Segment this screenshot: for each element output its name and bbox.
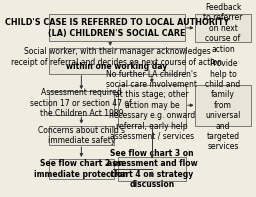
Text: See flow chart 3 on
assessment and flow
chart 4 on strategy
discussion: See flow chart 3 on assessment and flow … bbox=[107, 149, 197, 189]
FancyBboxPatch shape bbox=[118, 85, 186, 126]
FancyBboxPatch shape bbox=[49, 91, 114, 115]
Text: Social worker, with their manager acknowledges
receipt of referral and decides o: Social worker, with their manager acknow… bbox=[12, 47, 222, 67]
Text: Assessment required
section 17 or section 47 of
the Children Act 1989: Assessment required section 17 or sectio… bbox=[30, 88, 132, 118]
Text: CHILD'S CASE IS REFERRED TO LOCAL AUTHORITY
(LA) CHILDREN'S SOCIAL CARE: CHILD'S CASE IS REFERRED TO LOCAL AUTHOR… bbox=[5, 18, 229, 38]
Text: Provide
help to
child and
family
from
universal
and
targeted
services: Provide help to child and family from un… bbox=[205, 59, 241, 151]
Text: Feedback
to referrer
on next
course of
action: Feedback to referrer on next course of a… bbox=[204, 3, 243, 54]
FancyBboxPatch shape bbox=[49, 126, 114, 145]
FancyBboxPatch shape bbox=[196, 85, 251, 126]
FancyBboxPatch shape bbox=[118, 157, 186, 181]
Text: No further LA children's
social care involvement
at this stage; other
action may: No further LA children's social care inv… bbox=[106, 70, 197, 141]
Text: See flow chart 2 on
immediate protection: See flow chart 2 on immediate protection bbox=[35, 160, 128, 179]
FancyBboxPatch shape bbox=[49, 48, 185, 74]
FancyBboxPatch shape bbox=[196, 14, 251, 42]
Text: within one working day: within one working day bbox=[66, 62, 168, 71]
FancyBboxPatch shape bbox=[49, 14, 185, 41]
Text: Concerns about child's
immediate safety: Concerns about child's immediate safety bbox=[38, 126, 125, 145]
FancyBboxPatch shape bbox=[49, 159, 114, 179]
